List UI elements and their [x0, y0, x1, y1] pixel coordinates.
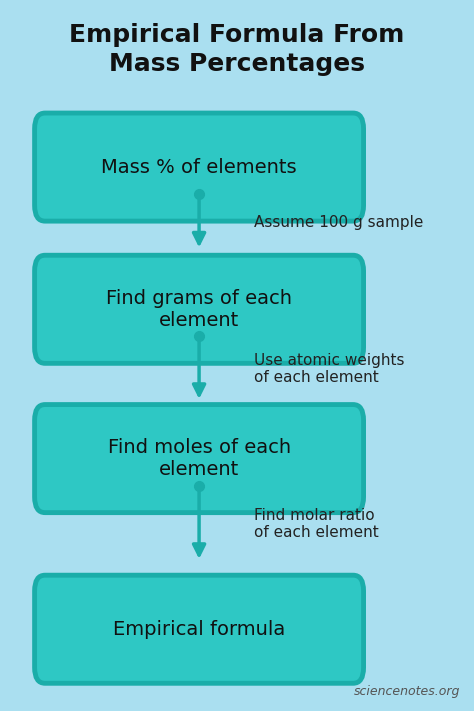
FancyBboxPatch shape [35, 405, 364, 513]
Text: Use atomic weights
of each element: Use atomic weights of each element [254, 353, 404, 385]
Text: Mass % of elements: Mass % of elements [101, 158, 297, 176]
Text: Empirical Formula From
Mass Percentages: Empirical Formula From Mass Percentages [69, 23, 405, 76]
Text: Find moles of each
element: Find moles of each element [108, 438, 291, 479]
FancyBboxPatch shape [35, 575, 364, 683]
Text: Empirical formula: Empirical formula [113, 620, 285, 638]
Text: Find molar ratio
of each element: Find molar ratio of each element [254, 508, 378, 540]
Text: Assume 100 g sample: Assume 100 g sample [254, 215, 423, 230]
Text: sciencenotes.org: sciencenotes.org [354, 685, 460, 698]
FancyBboxPatch shape [35, 255, 364, 363]
FancyBboxPatch shape [35, 113, 364, 221]
Text: Find grams of each
element: Find grams of each element [106, 289, 292, 330]
